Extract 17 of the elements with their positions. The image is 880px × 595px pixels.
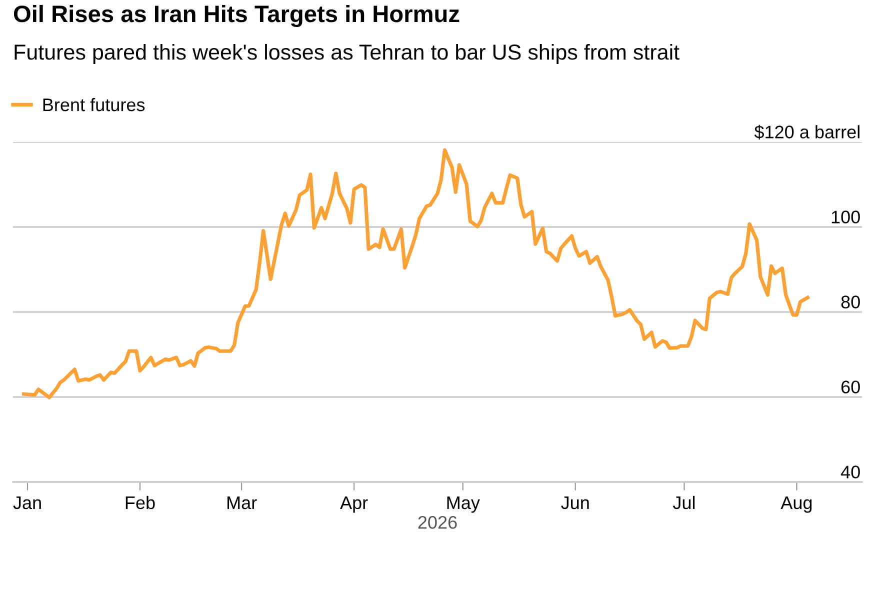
x-tick-label: May [447,496,480,513]
y-tick-label: $120 a barrel [754,124,860,140]
x-tick-label: Jan [13,496,41,510]
y-tick-label: 40 [840,466,860,478]
legend-label: Brent futures [43,98,145,112]
x-tick-label: Apr [340,496,368,513]
x-tick-label: Feb [126,496,155,510]
chart-subtitle: Futures pared this week's losses as Tehran to bar US ships from strait [14,44,680,64]
x-tick-label: Jun [561,496,589,510]
y-tick-label: 100 [832,210,860,224]
x-tick-label: Jul [672,496,695,510]
x-axis-title: 2026 [418,516,457,529]
y-tick-label: 60 [841,380,860,394]
x-tick-label: Mar [228,496,257,510]
y-tick-label: 80 [841,296,860,308]
chart-title: Oil Rises as Iran Hits Targets in Hormuz [14,4,460,28]
x-tick-label: Aug [780,496,812,513]
